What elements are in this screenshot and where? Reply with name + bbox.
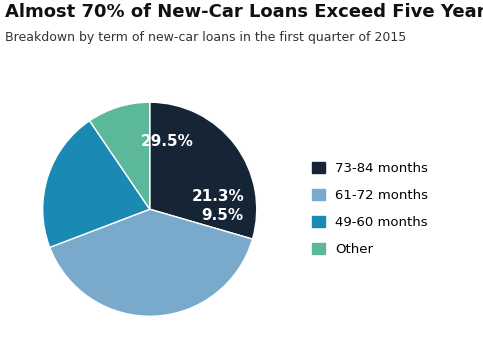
Text: Breakdown by term of new-car loans in the first quarter of 2015: Breakdown by term of new-car loans in th… bbox=[5, 31, 406, 44]
Wedge shape bbox=[89, 102, 150, 209]
Legend: 73-84 months, 61-72 months, 49-60 months, Other: 73-84 months, 61-72 months, 49-60 months… bbox=[312, 162, 428, 256]
Text: Almost 70% of New-Car Loans Exceed Five Years: Almost 70% of New-Car Loans Exceed Five … bbox=[5, 3, 483, 21]
Wedge shape bbox=[43, 121, 150, 247]
Text: 21.3%: 21.3% bbox=[192, 189, 244, 204]
Wedge shape bbox=[50, 209, 253, 316]
Text: 9.5%: 9.5% bbox=[201, 209, 243, 223]
Text: 29.5%: 29.5% bbox=[141, 134, 194, 150]
Wedge shape bbox=[150, 102, 257, 239]
Text: 39.7%: 39.7% bbox=[172, 160, 225, 175]
